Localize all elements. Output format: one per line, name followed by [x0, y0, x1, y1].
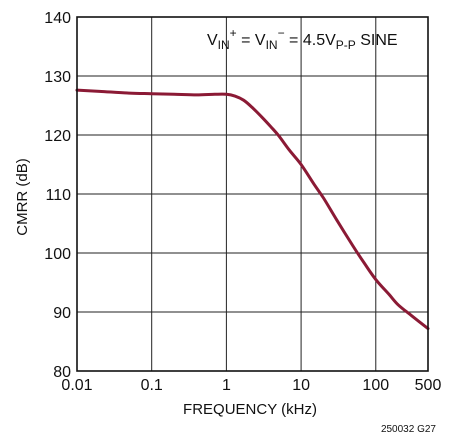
x-tick-label: 100 [362, 377, 389, 394]
y-tick-label: 80 [53, 364, 71, 381]
condition-annotation: VIN+ = VIN− = 4.5VP-P SINE [207, 26, 398, 52]
x-tick-labels: 0.01 0.1 1 10 100 500 [61, 377, 441, 394]
y-tick-label: 100 [44, 246, 71, 263]
figure-id: 250032 G27 [381, 424, 436, 435]
y-tick-label: 140 [44, 10, 71, 27]
x-tick-label: 1 [222, 377, 231, 394]
y-axis-title: CMRR (dB) [14, 158, 31, 236]
grid [76, 16, 429, 372]
y-tick-label: 90 [53, 305, 71, 322]
x-tick-label: 500 [415, 377, 442, 394]
y-tick-label: 130 [44, 69, 71, 86]
cmrr-curve-layer [75, 88, 430, 331]
cmrr-curve [75, 88, 430, 331]
y-tick-label: 120 [44, 128, 71, 145]
x-axis-title: FREQUENCY (kHz) [183, 401, 317, 418]
x-tick-label: 0.1 [141, 377, 163, 394]
x-tick-label: 0.01 [61, 377, 92, 394]
y-tick-labels: 80 90 100 110 120 130 140 [44, 10, 71, 381]
x-tick-label: 10 [292, 377, 310, 394]
plot-frame [76, 16, 429, 372]
y-tick-label: 110 [45, 187, 71, 204]
